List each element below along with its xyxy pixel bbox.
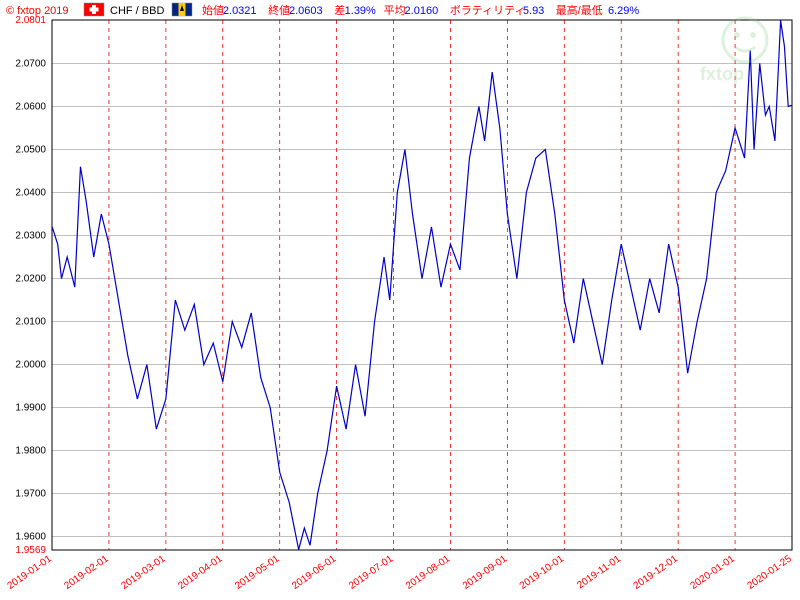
svg-text:2.0000: 2.0000 xyxy=(15,360,46,371)
svg-text:© fxtop 2019: © fxtop 2019 xyxy=(6,5,69,17)
svg-text:2.0700: 2.0700 xyxy=(15,58,46,69)
svg-text:2.0160: 2.0160 xyxy=(405,5,439,17)
svg-text:1.9900: 1.9900 xyxy=(15,403,46,414)
svg-text:1.9600: 1.9600 xyxy=(15,532,46,543)
svg-text:始値: 始値 xyxy=(202,3,224,17)
svg-text:2.0200: 2.0200 xyxy=(15,274,46,285)
svg-text:1.39%: 1.39% xyxy=(345,5,376,17)
svg-text:2.0100: 2.0100 xyxy=(15,317,46,328)
svg-text:終値: 終値 xyxy=(268,3,290,17)
svg-text:1.9569: 1.9569 xyxy=(15,545,46,556)
svg-text:1.9700: 1.9700 xyxy=(15,489,46,500)
svg-text:1.9800: 1.9800 xyxy=(15,446,46,457)
svg-text:差: 差 xyxy=(334,3,345,17)
svg-text:CHF / BBD: CHF / BBD xyxy=(110,5,164,17)
svg-text:2.0321: 2.0321 xyxy=(223,5,257,17)
svg-text:6.29%: 6.29% xyxy=(608,5,639,17)
svg-text:5.93: 5.93 xyxy=(523,5,544,17)
chart-svg: 1.9600 1.9700 1.9800 1.9900 2.0000 2.0100 2.02… xyxy=(0,0,800,600)
svg-text:2.0600: 2.0600 xyxy=(15,101,46,112)
svg-text:平均: 平均 xyxy=(384,4,406,17)
svg-text:2.0500: 2.0500 xyxy=(15,144,46,155)
svg-text:2.0400: 2.0400 xyxy=(15,188,46,199)
chart-container: 1.9600 1.9700 1.9800 1.9900 2.0000 2.0100 2.02… xyxy=(0,0,800,600)
svg-text:ボラティリティ: ボラティリティ xyxy=(450,4,526,17)
svg-text:2.0603: 2.0603 xyxy=(289,5,323,17)
svg-text:最高/最低: 最高/最低 xyxy=(556,3,603,17)
svg-text:2.0300: 2.0300 xyxy=(15,231,46,242)
